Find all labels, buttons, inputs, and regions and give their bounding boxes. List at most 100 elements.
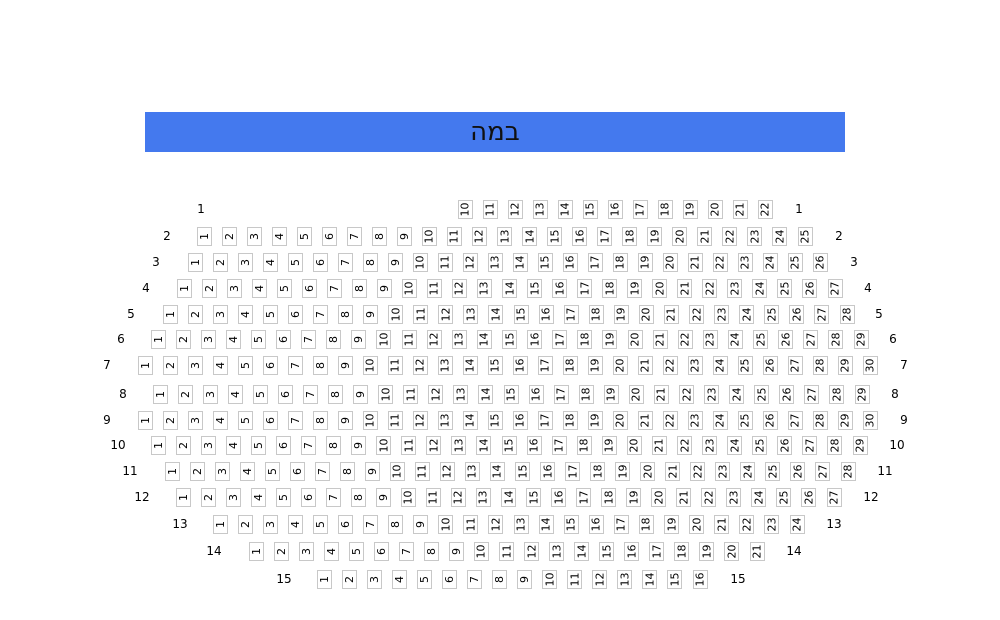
seat[interactable]: 24 <box>752 278 768 298</box>
seat[interactable]: 12 <box>428 384 444 404</box>
seat[interactable]: 8 <box>350 487 366 507</box>
seat[interactable]: 24 <box>727 329 743 349</box>
seat[interactable]: 11 <box>413 304 429 324</box>
seat[interactable]: 9 <box>351 329 367 349</box>
seat[interactable]: 7 <box>302 384 318 404</box>
seat[interactable]: 11 <box>403 384 419 404</box>
seat[interactable]: 12 <box>438 304 454 324</box>
seat[interactable]: 22 <box>689 304 705 324</box>
seat[interactable]: 16 <box>588 514 604 534</box>
seat[interactable]: 25 <box>787 252 803 272</box>
seat[interactable]: 13 <box>453 384 469 404</box>
seat[interactable]: 29 <box>837 355 853 375</box>
seat[interactable]: 26 <box>778 329 794 349</box>
seat[interactable]: 21 <box>677 278 693 298</box>
seat[interactable]: 26 <box>762 355 778 375</box>
seat[interactable]: 13 <box>475 487 491 507</box>
seat[interactable]: 29 <box>854 384 870 404</box>
seat[interactable]: 17 <box>563 304 579 324</box>
seat[interactable]: 30 <box>862 355 878 375</box>
seat[interactable]: 16 <box>551 487 567 507</box>
seat[interactable]: 5 <box>276 278 292 298</box>
seat[interactable]: 3 <box>246 226 262 246</box>
seat[interactable]: 15 <box>502 329 517 349</box>
seat[interactable]: 17 <box>553 384 569 404</box>
seat[interactable]: 10 <box>421 226 437 246</box>
seat[interactable]: 14 <box>489 461 505 481</box>
seat[interactable]: 14 <box>476 435 492 455</box>
seat[interactable]: 6 <box>321 226 337 246</box>
seat[interactable]: 15 <box>527 278 543 298</box>
seat[interactable]: 20 <box>612 410 628 430</box>
seat[interactable]: 26 <box>802 278 818 298</box>
seat[interactable]: 7 <box>363 514 379 534</box>
seat[interactable]: 19 <box>603 384 619 404</box>
seat[interactable]: 12 <box>507 199 523 219</box>
seat[interactable]: 9 <box>363 304 379 324</box>
seat[interactable]: 12 <box>450 487 466 507</box>
seat[interactable]: 16 <box>512 410 528 430</box>
seat[interactable]: 8 <box>328 384 343 404</box>
seat[interactable]: 12 <box>462 252 478 272</box>
seat[interactable]: 17 <box>551 435 567 455</box>
seat[interactable]: 9 <box>353 384 369 404</box>
seat[interactable]: 4 <box>225 435 241 455</box>
seat[interactable]: 18 <box>638 514 654 534</box>
seat[interactable]: 27 <box>802 435 818 455</box>
seat[interactable]: 26 <box>801 487 817 507</box>
seat[interactable]: 16 <box>572 226 588 246</box>
seat[interactable]: 8 <box>371 226 387 246</box>
seat[interactable]: 20 <box>640 461 656 481</box>
seat[interactable]: 12 <box>426 329 442 349</box>
seat[interactable]: 14 <box>501 487 516 507</box>
seat[interactable]: 14 <box>557 199 573 219</box>
seat[interactable]: 9 <box>396 226 412 246</box>
seat[interactable]: 2 <box>221 226 237 246</box>
seat[interactable]: 21 <box>687 252 703 272</box>
seat[interactable]: 18 <box>562 355 578 375</box>
seat[interactable]: 20 <box>612 355 628 375</box>
seat[interactable]: 26 <box>779 384 795 404</box>
seat[interactable]: 10 <box>412 252 428 272</box>
seat[interactable]: 26 <box>789 304 805 324</box>
seat[interactable]: 6 <box>262 355 278 375</box>
seat[interactable]: 16 <box>562 252 578 272</box>
seat[interactable]: 28 <box>839 304 855 324</box>
seat[interactable]: 14 <box>522 226 538 246</box>
seat[interactable]: 20 <box>724 541 740 561</box>
seat[interactable]: 10 <box>401 278 417 298</box>
seat[interactable]: 19 <box>626 487 642 507</box>
seat[interactable]: 17 <box>587 252 603 272</box>
seat[interactable]: 5 <box>250 435 266 455</box>
seat[interactable]: 11 <box>499 541 514 561</box>
seat[interactable]: 24 <box>762 252 778 272</box>
seat[interactable]: 17 <box>576 487 592 507</box>
seat[interactable]: 11 <box>463 514 479 534</box>
seat[interactable]: 22 <box>677 435 692 455</box>
seat[interactable]: 11 <box>425 487 441 507</box>
seat[interactable]: 3 <box>187 410 203 430</box>
seat[interactable]: 10 <box>438 514 454 534</box>
seat[interactable]: 19 <box>637 252 653 272</box>
seat[interactable]: 13 <box>513 514 529 534</box>
seat[interactable]: 9 <box>517 569 533 589</box>
seat[interactable]: 4 <box>227 384 243 404</box>
seat[interactable]: 18 <box>622 226 638 246</box>
seat[interactable]: 27 <box>814 304 830 324</box>
seat[interactable]: 24 <box>712 355 728 375</box>
seat[interactable]: 28 <box>828 329 844 349</box>
seat[interactable]: 25 <box>776 487 792 507</box>
seat[interactable]: 9 <box>375 487 391 507</box>
seat[interactable]: 5 <box>237 355 253 375</box>
seat[interactable]: 20 <box>672 226 688 246</box>
seat[interactable]: 28 <box>829 384 845 404</box>
seat[interactable]: 18 <box>588 304 604 324</box>
seat[interactable]: 6 <box>300 487 316 507</box>
seat[interactable]: 13 <box>476 278 492 298</box>
seat[interactable]: 5 <box>416 569 432 589</box>
seat[interactable]: 27 <box>827 278 843 298</box>
seat[interactable]: 3 <box>200 435 216 455</box>
seat[interactable]: 15 <box>487 410 503 430</box>
seat[interactable]: 16 <box>692 569 708 589</box>
seat[interactable]: 11 <box>387 355 403 375</box>
